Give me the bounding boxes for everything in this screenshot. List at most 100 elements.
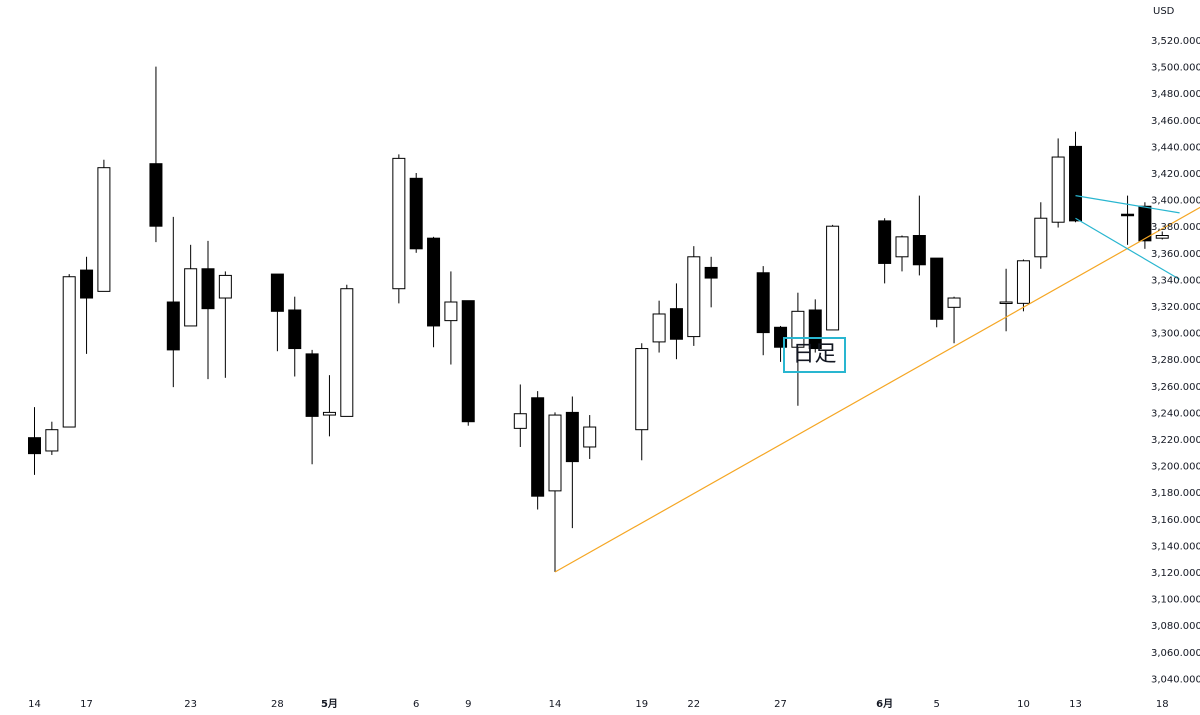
candle [652,300,666,353]
candle [340,284,354,417]
candle-body-up [392,157,406,290]
candle-body-down [531,397,545,497]
candle [878,218,892,284]
y-tick-label: 3,520.000 [1151,36,1200,47]
candle [45,421,59,455]
y-tick-label: 3,320.000 [1151,302,1200,313]
candle-body-down [565,411,579,463]
axis-unit-label: USD [1153,6,1175,17]
x-tick-label: 5月 [321,698,338,710]
x-tick-label: 13 [1069,699,1082,710]
candle [409,173,423,253]
candle [1016,259,1030,312]
y-tick-label: 3,440.000 [1151,142,1200,153]
candle [687,246,701,346]
candle-body-down [166,301,180,351]
candle-body-up [62,276,76,428]
candle [930,257,944,328]
triangle-upper-line[interactable] [1075,195,1180,214]
candle-body-down [409,177,423,250]
x-tick-label: 28 [271,699,284,710]
candle-body-down [704,266,718,279]
candle-body-down [1121,213,1135,217]
x-tick-label: 19 [635,699,648,710]
y-tick-label: 3,100.000 [1151,595,1200,606]
candle-body-up [826,225,840,331]
y-tick-label: 3,340.000 [1151,275,1200,286]
candle [28,407,41,475]
y-tick-label: 3,380.000 [1151,222,1200,233]
x-tick-label: 17 [80,699,93,710]
y-tick-label: 3,060.000 [1151,648,1200,659]
y-tick-label: 3,120.000 [1151,568,1200,579]
candle-body-up [635,348,649,431]
candle-body-up [652,313,666,343]
y-tick-label: 3,040.000 [1151,674,1200,685]
y-tick-label: 3,180.000 [1151,488,1200,499]
y-tick-label: 3,280.000 [1151,355,1200,366]
candle [80,256,94,354]
y-tick-label: 3,360.000 [1151,249,1200,260]
candle-body-up [1034,217,1048,258]
candle [461,300,475,426]
candle-body-down [80,269,94,299]
candle [305,349,319,465]
candle-body-down [28,437,41,455]
candle-body-down [288,309,302,350]
candle [1138,202,1152,249]
y-tick-label: 3,500.000 [1151,63,1200,74]
candle-body-down [669,308,683,340]
y-tick-label: 3,480.000 [1151,89,1200,100]
x-tick-label: 6月 [876,698,893,710]
candles-layer [28,66,1169,572]
candle [999,268,1013,332]
candle-body-up [513,413,527,429]
candle [97,159,111,292]
candle-body-down [930,257,944,320]
candle-body-down [878,220,892,264]
y-tick-label: 3,200.000 [1151,462,1200,473]
x-tick-label: 18 [1156,699,1169,710]
candle [1051,138,1065,228]
y-tick-label: 3,220.000 [1151,435,1200,446]
candle-body-up [1155,235,1169,239]
candle-body-down [201,268,215,310]
candle [826,224,840,331]
candle [548,412,562,572]
candle-body-down [427,237,441,327]
annotation-lines [554,150,1200,573]
candle [565,396,579,529]
candle-body-down [149,163,163,227]
candle [288,296,302,377]
candle [1155,231,1169,240]
candle [756,266,770,356]
candle-body-up [444,301,458,322]
candle-body-up [218,274,232,299]
candle [669,283,683,360]
candle [270,273,284,352]
candle-body-up [687,256,701,338]
x-tick-label: 14 [28,699,41,710]
candle [895,235,909,272]
candle [947,296,961,344]
candle-body-up [97,167,111,292]
y-tick-label: 3,400.000 [1151,196,1200,207]
price-axis[interactable]: USD 3,040.000 3,060.000 3,080.000 3,100.000… [1151,6,1200,685]
candle-body-down [305,353,319,417]
x-tick-label: 22 [687,699,700,710]
candle [166,216,180,388]
candle [62,274,76,428]
candle-body-up [895,236,909,258]
time-axis[interactable]: 141723285月69141922276月510131823267月49 [28,698,1200,710]
triangle-lower-line[interactable] [1075,217,1180,280]
candle [635,343,649,461]
candle-body-down [461,300,475,423]
candle-body-up [45,429,59,452]
candle-body-up [340,288,354,417]
candle-body-up [999,301,1013,305]
candle [392,154,406,304]
candle [201,240,215,380]
candle [218,271,232,378]
trendline[interactable] [554,150,1200,573]
